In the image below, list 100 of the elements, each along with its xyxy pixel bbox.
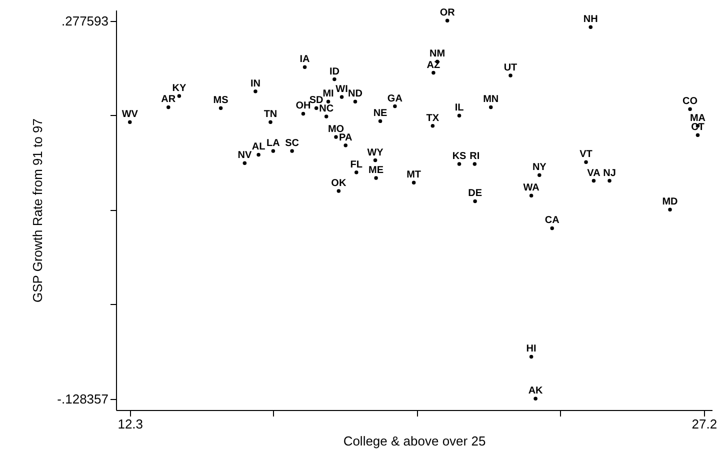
point — [332, 77, 336, 82]
data-label: GA — [387, 93, 402, 104]
data-label: VA — [587, 168, 600, 179]
data-label: NJ — [603, 168, 616, 179]
data-label: CA — [544, 215, 560, 226]
y-tick-label: .277593 — [62, 13, 108, 28]
point — [584, 160, 588, 164]
y-axis-title: GSP Growth Rate from 91 to 97 — [30, 118, 46, 303]
data-label: NV — [238, 150, 252, 162]
point — [608, 178, 612, 183]
point — [254, 90, 258, 94]
data-label: OR — [440, 8, 456, 19]
data-label: IL — [454, 102, 464, 114]
data-label: MD — [662, 196, 678, 208]
point — [373, 158, 378, 162]
point — [588, 25, 593, 29]
data-label: NC — [319, 104, 334, 115]
data-label: ND — [348, 88, 362, 100]
point — [592, 178, 596, 183]
data-label: NM — [430, 48, 446, 60]
point — [473, 199, 477, 204]
point — [668, 208, 672, 212]
point — [430, 124, 435, 128]
data-label: WA — [523, 182, 540, 194]
point — [374, 176, 378, 180]
point — [696, 133, 700, 138]
point — [271, 149, 276, 153]
point — [445, 18, 450, 22]
data-label: NH — [583, 14, 598, 26]
data-label: PA — [339, 132, 352, 144]
data-label: AR — [161, 94, 176, 106]
data-label: VT — [580, 149, 592, 160]
y-tick-label: -.128357 — [57, 391, 108, 406]
point — [432, 70, 436, 75]
data-label: WI — [336, 84, 348, 95]
data-label: FL — [350, 159, 363, 170]
point — [688, 107, 692, 111]
data-label: WV — [122, 109, 138, 120]
data-label: MN — [483, 94, 499, 106]
data-label: AL — [252, 142, 266, 153]
data-label: KY — [172, 83, 186, 94]
point — [336, 189, 341, 193]
data-label: IA — [300, 54, 310, 66]
data-label: CT — [691, 122, 704, 134]
data-label: AK — [528, 386, 544, 397]
point — [334, 135, 338, 139]
point — [393, 104, 397, 108]
point — [488, 105, 493, 110]
point — [378, 119, 382, 124]
data-label: TX — [426, 112, 440, 124]
point — [128, 120, 132, 124]
point — [268, 120, 272, 124]
point — [529, 194, 534, 198]
data-label: UT — [504, 62, 518, 74]
data-label: LA — [266, 138, 280, 149]
data-label: KS — [452, 151, 467, 162]
data-label: TN — [264, 109, 278, 120]
data-label: MI — [322, 88, 334, 100]
point — [353, 100, 358, 104]
point — [457, 162, 462, 166]
data-label: WY — [367, 147, 384, 158]
point — [344, 144, 348, 148]
point — [508, 74, 512, 78]
point — [302, 65, 307, 70]
point — [326, 100, 330, 104]
point — [550, 226, 554, 230]
data-label: NY — [532, 162, 547, 174]
x-tick-label: 27.2 — [692, 416, 718, 432]
data-label: MT — [406, 170, 422, 181]
data-label: DE — [468, 188, 482, 200]
data-label: MA — [690, 112, 706, 124]
point — [301, 112, 306, 116]
data-label: OK — [331, 178, 347, 190]
point — [166, 105, 170, 110]
point — [529, 354, 534, 359]
data-label: IN — [250, 78, 260, 90]
x-axis-title: College & above over 25 — [343, 434, 486, 448]
point — [290, 149, 294, 153]
point — [412, 180, 416, 184]
data-label: SC — [285, 138, 300, 149]
point — [340, 95, 344, 99]
point — [256, 152, 260, 157]
point — [242, 161, 247, 165]
data-label: NE — [373, 108, 388, 120]
point — [472, 162, 477, 166]
data-label: RI — [470, 151, 480, 162]
data-label: MS — [213, 95, 229, 106]
point — [324, 114, 328, 118]
data-label: HI — [526, 344, 537, 355]
point — [457, 114, 462, 118]
data-label: OH — [296, 100, 311, 112]
data-label: MO — [328, 124, 344, 135]
data-label: CO — [682, 96, 698, 108]
data-label: ID — [329, 66, 340, 78]
point — [534, 396, 538, 401]
point — [354, 170, 358, 174]
point — [218, 106, 223, 110]
x-tick-label: 12.3 — [118, 416, 144, 432]
point — [538, 173, 542, 178]
point — [314, 106, 318, 110]
